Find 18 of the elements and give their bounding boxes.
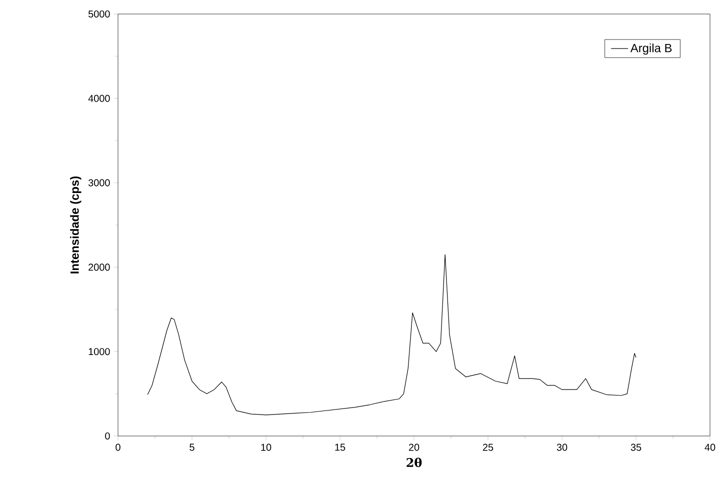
y-tick-label: 4000: [88, 94, 110, 102]
x-tick-label: 30: [556, 444, 568, 451]
x-tick-label: 25: [482, 444, 494, 451]
y-tick-label: 1000: [88, 348, 110, 356]
x-tick-label: 35: [630, 444, 642, 451]
y-tick-label: 2000: [88, 264, 110, 271]
y-axis-title: Intensidade (cps): [70, 176, 82, 274]
x-axis-title: 2θ: [406, 458, 422, 468]
x-tick-label: 20: [408, 444, 420, 451]
y-tick-label: 5000: [88, 10, 110, 18]
x-tick-label: 15: [335, 444, 346, 451]
y-tick-label: 0: [105, 432, 110, 440]
x-tick-label: 40: [704, 444, 716, 451]
x-tick-label: 5: [190, 444, 194, 451]
x-tick-label: 0: [116, 444, 120, 451]
legend-label: Argila B: [630, 44, 672, 55]
x-tick-label: 10: [261, 444, 272, 451]
y-tick-label: 3000: [88, 179, 110, 186]
